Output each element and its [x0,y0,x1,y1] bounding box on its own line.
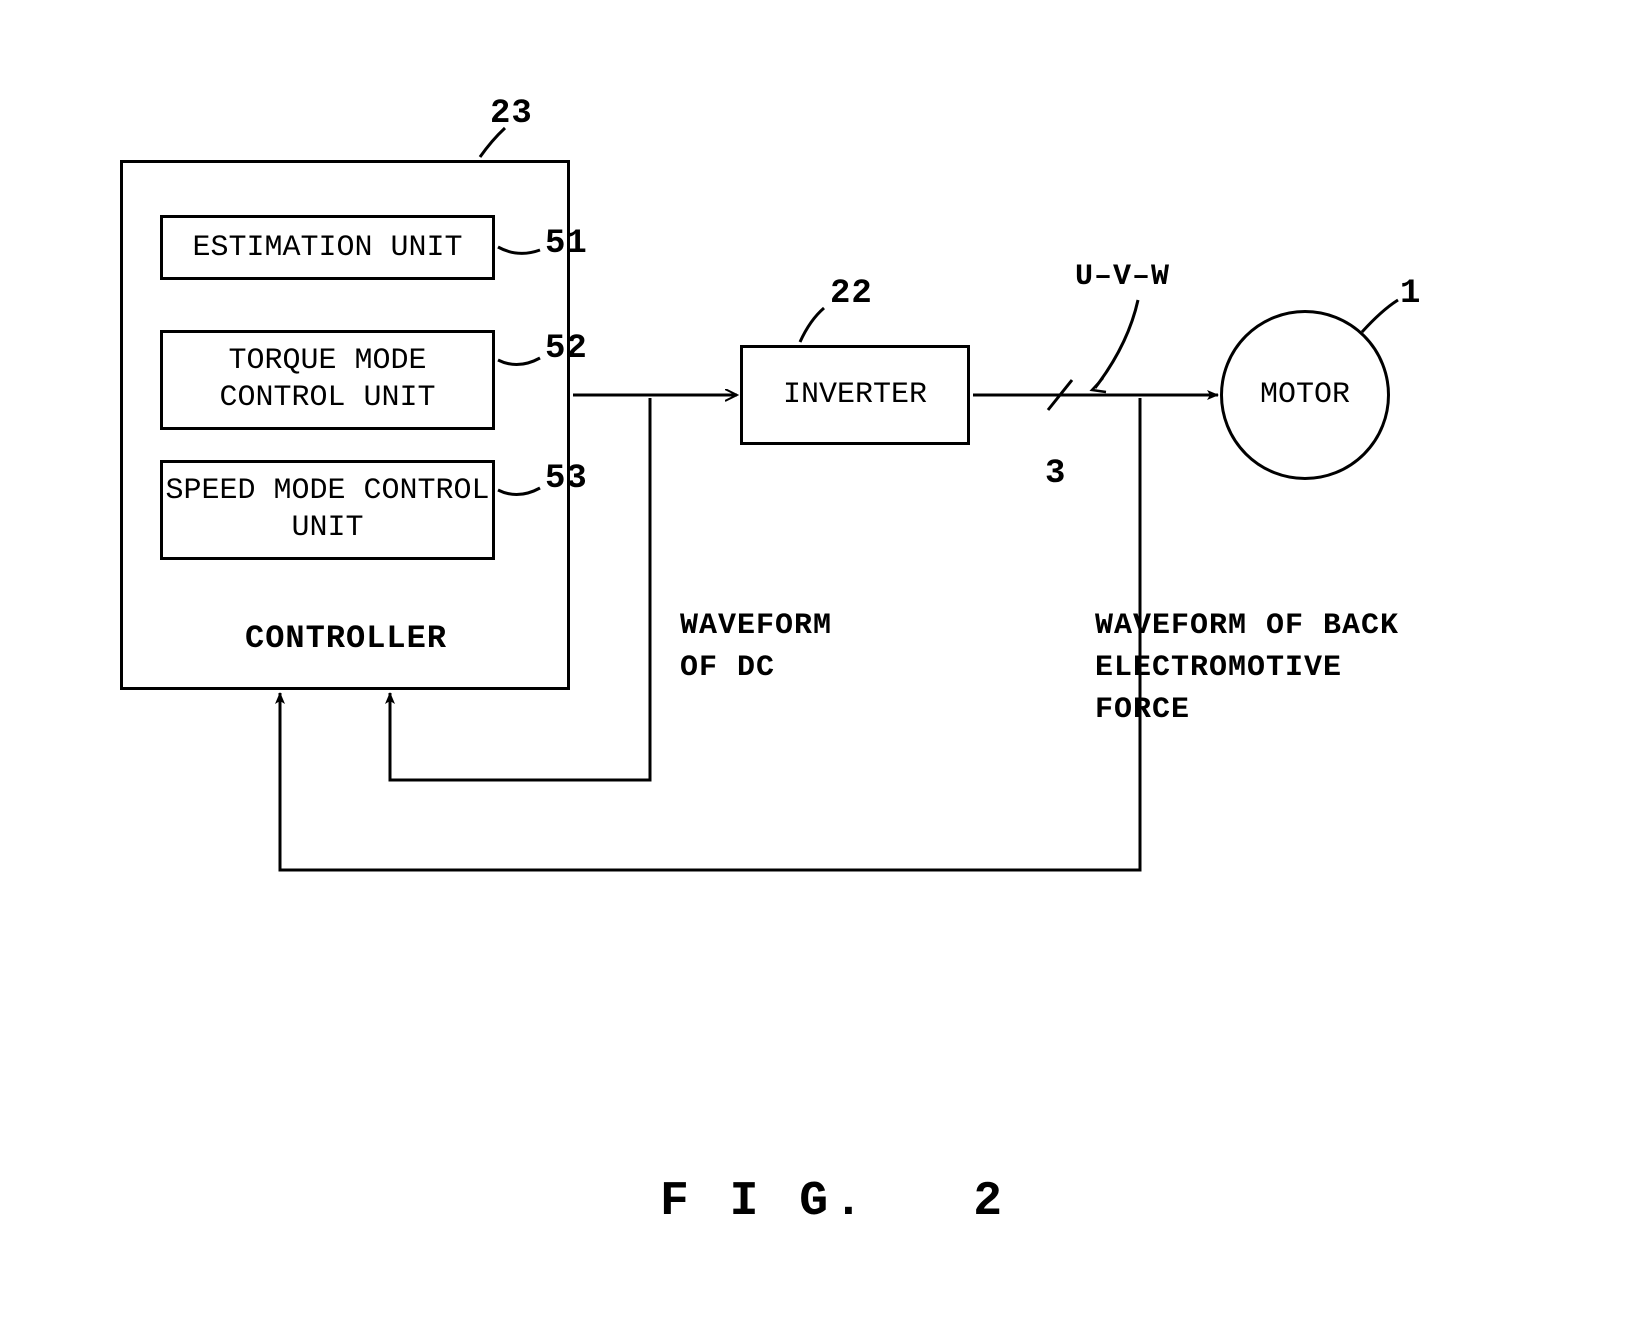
waveform-bemf-label: WAVEFORM OF BACK ELECTROMOTIVE FORCE [1095,605,1399,731]
waveform-dc-label: WAVEFORM OF DC [680,605,832,689]
ref-51: 51 [545,225,588,263]
torque-mode-unit-label: TORQUE MODE CONTROL UNIT [163,343,492,418]
ref-53: 53 [545,460,588,498]
ref-3: 3 [1045,455,1066,493]
torque-mode-unit-box: TORQUE MODE CONTROL UNIT [160,330,495,430]
inverter-label: INVERTER [783,378,927,412]
hook-1 [1362,300,1398,332]
ref-23: 23 [490,95,533,133]
hook-uvw-arrow [1092,378,1106,392]
hook-uvw [1095,300,1138,388]
controller-title: CONTROLLER [245,620,447,657]
motor-label: MOTOR [1260,378,1350,412]
estimation-unit-label: ESTIMATION UNIT [192,231,462,265]
ref-52: 52 [545,330,588,368]
ref-1: 1 [1400,275,1421,313]
diagram-canvas: CONTROLLER ESTIMATION UNIT TORQUE MODE C… [0,0,1652,1325]
wire-slash [1048,380,1072,410]
uvw-label: U–V–W [1075,260,1170,294]
figure-caption: F I G. 2 [660,1175,1008,1229]
speed-mode-unit-box: SPEED MODE CONTROL UNIT [160,460,495,560]
hook-22 [800,308,824,342]
speed-mode-unit-label: SPEED MODE CONTROL UNIT [163,473,492,548]
estimation-unit-box: ESTIMATION UNIT [160,215,495,280]
ref-22: 22 [830,275,873,313]
inverter-box: INVERTER [740,345,970,445]
motor-circle: MOTOR [1220,310,1390,480]
